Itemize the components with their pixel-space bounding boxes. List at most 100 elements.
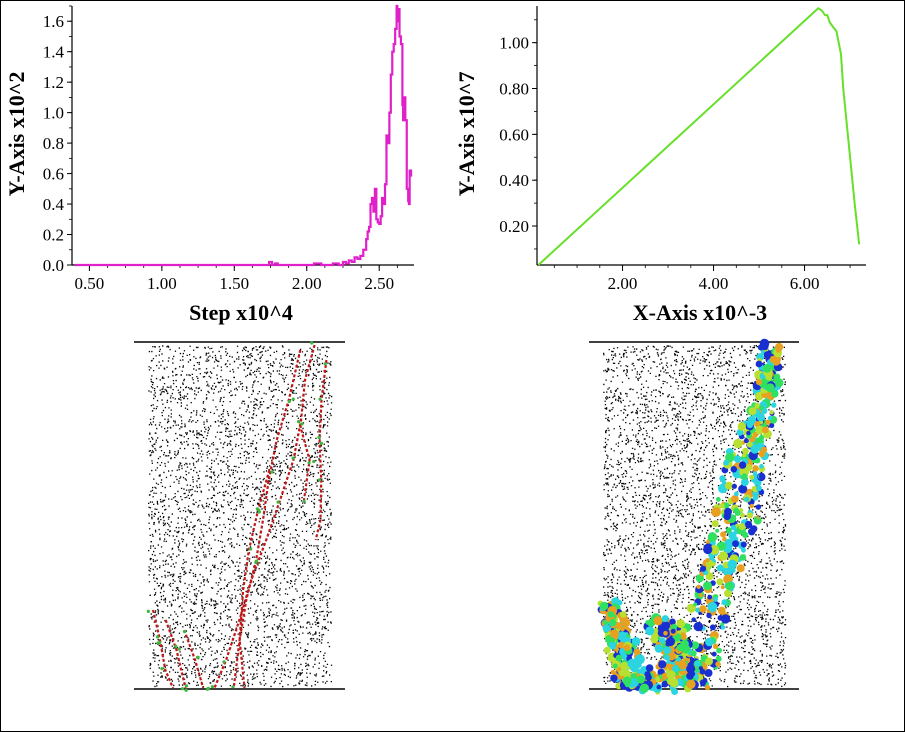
chart-step-ytick-label: 0.0 <box>43 256 64 275</box>
damage-blob <box>703 581 712 591</box>
damage-blob <box>636 675 646 684</box>
damage-blob <box>741 453 747 458</box>
chart-step-xtick-label: 2.00 <box>292 274 322 293</box>
chart-step-ytick-label: 0.8 <box>43 134 64 153</box>
crack-mark <box>177 647 181 651</box>
damage-blob <box>678 660 688 670</box>
crack-mark <box>257 510 261 514</box>
damage-blob <box>744 520 753 529</box>
damage-blob <box>661 615 669 623</box>
damage-blob <box>762 426 769 434</box>
damage-blob <box>669 618 676 625</box>
chart-step-xlabel: Step x10^4 <box>189 300 293 325</box>
damage-blob <box>754 421 761 428</box>
damage-blob <box>721 599 728 606</box>
damage-blob <box>716 647 722 654</box>
damage-blob <box>724 538 734 549</box>
crack-mark <box>205 687 210 691</box>
damage-blob <box>676 619 686 628</box>
damage-map-image <box>589 338 799 695</box>
damage-blob <box>653 616 663 626</box>
crack-mark <box>318 397 322 401</box>
damage-blob <box>769 410 774 415</box>
damage-blob <box>681 644 691 654</box>
chart-step-xtick-label: 0.50 <box>75 274 105 293</box>
damage-blob <box>670 628 676 634</box>
damage-blob <box>718 551 729 561</box>
damage-blob <box>696 584 701 589</box>
damage-blob <box>669 678 679 688</box>
damage-blob <box>724 589 732 598</box>
damage-blob <box>719 503 725 509</box>
damage-blob <box>630 658 641 668</box>
damage-blob <box>645 626 655 636</box>
damage-blob <box>663 630 668 636</box>
crack-mark <box>255 507 259 511</box>
damage-blob <box>746 430 751 436</box>
damage-blob <box>715 528 720 533</box>
crack-mark <box>319 441 324 446</box>
damage-blob <box>671 688 678 695</box>
damage-blob <box>750 525 758 533</box>
damage-blob <box>645 664 654 672</box>
damage-blob <box>746 441 754 448</box>
damage-blob <box>742 447 749 455</box>
damage-blob <box>760 446 768 454</box>
particle-dots <box>603 345 787 688</box>
damage-blob <box>731 483 738 489</box>
chart-step-ytick-label: 1.0 <box>43 104 64 123</box>
crack-mark <box>302 499 306 503</box>
damage-blob <box>716 564 725 572</box>
damage-blob <box>658 660 667 669</box>
chart-stress-strain-ylabel: Y-Axis x10^7 <box>454 71 479 196</box>
damage-blob <box>767 415 773 421</box>
damage-blob <box>725 581 734 591</box>
damage-blob <box>733 455 742 463</box>
damage-blob <box>720 531 727 538</box>
damage-blob <box>610 674 618 682</box>
damage-blob <box>740 541 747 548</box>
damage-blob <box>758 405 764 411</box>
damage-blob <box>700 565 707 572</box>
crack-mark <box>323 362 327 366</box>
crack-path <box>151 609 175 689</box>
damage-blob <box>711 651 717 657</box>
crack-mark <box>296 420 301 424</box>
damage-blob <box>664 654 670 661</box>
damage-blob <box>715 655 722 662</box>
crack-mark <box>146 609 150 613</box>
damage-blob <box>720 585 725 590</box>
crack-mark <box>291 397 295 401</box>
chart-step-ytick-label: 0.6 <box>43 165 64 184</box>
damage-blob <box>736 564 745 573</box>
damage-blob <box>724 481 733 490</box>
damage-blob <box>769 355 778 364</box>
damage-blob <box>752 495 759 501</box>
damage-blob <box>725 452 735 463</box>
damage-blob <box>608 640 616 648</box>
damage-blob <box>732 540 739 548</box>
damage-blob <box>623 644 631 651</box>
damage-blob <box>620 611 627 618</box>
damage-blob <box>730 466 738 473</box>
crack-path <box>232 349 302 689</box>
damage-blob <box>719 475 726 482</box>
damage-blob <box>765 419 771 425</box>
chart-stress-strain-xtick-label: 6.00 <box>790 274 820 293</box>
damage-blob <box>712 596 718 602</box>
crack-path <box>183 629 205 689</box>
damage-blob <box>707 594 713 600</box>
damage-blob <box>686 603 696 613</box>
damage-blob <box>636 668 643 674</box>
damage-blob <box>694 660 701 667</box>
damage-blob <box>755 360 763 368</box>
chart-step-xtick-label: 1.50 <box>219 274 249 293</box>
damage-blob <box>607 611 615 618</box>
damage-blob <box>672 665 679 672</box>
damage-blob <box>602 624 611 633</box>
damage-blob <box>749 503 754 509</box>
damage-blob <box>618 669 625 677</box>
damage-blob <box>738 461 747 469</box>
damage-blob <box>686 664 696 674</box>
damage-blob <box>704 684 711 691</box>
